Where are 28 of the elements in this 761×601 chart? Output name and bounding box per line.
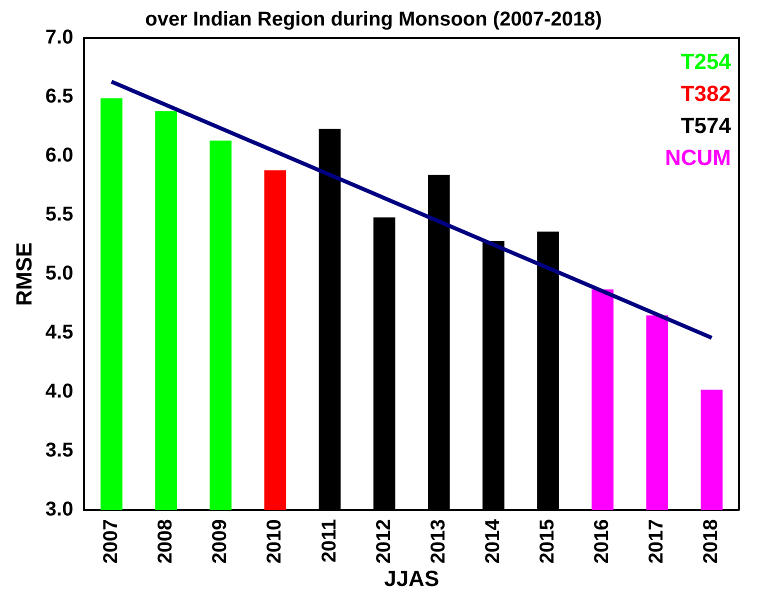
y-tick-label: 6.5 xyxy=(45,86,74,108)
x-tick-label: 2017 xyxy=(646,519,668,564)
text: T382 xyxy=(680,81,731,106)
text: T574 xyxy=(680,113,732,138)
y-tick-label: 5.5 xyxy=(45,204,74,226)
x-tick-label: 2012 xyxy=(372,519,395,564)
y-tick-label: 4.5 xyxy=(45,322,74,344)
x-tick-label: 2014 xyxy=(482,518,504,564)
y-tick-label: 5.0 xyxy=(45,262,74,285)
text: NCUM xyxy=(665,145,731,170)
x-tick-label: 2018 xyxy=(700,519,722,564)
x-tick-label: 2007 xyxy=(100,519,122,564)
x-tick-label: 2013 xyxy=(427,519,450,564)
x-tick-label: 2010 xyxy=(264,519,286,564)
x-tick-label: 2008 xyxy=(154,519,177,564)
x-tick-label: 2011 xyxy=(318,519,340,562)
y-tick-label: 3.0 xyxy=(45,498,74,521)
x-tick-label: 2016 xyxy=(591,519,614,564)
y-tick-label: 6.0 xyxy=(45,144,74,167)
y-tick-label: 3.5 xyxy=(45,440,74,462)
x-axis-title: JJAS xyxy=(384,566,440,591)
x-tick-label: 2015 xyxy=(536,519,559,564)
text: T254 xyxy=(680,49,732,74)
chart-title: over Indian Region during Monsoon (2007-2018) xyxy=(145,8,602,31)
y-tick-label: 7.0 xyxy=(45,26,74,49)
y-tick-label: 4.0 xyxy=(45,380,74,403)
y-axis-title: RMSE xyxy=(11,242,36,306)
x-tick-label: 2009 xyxy=(209,519,232,564)
